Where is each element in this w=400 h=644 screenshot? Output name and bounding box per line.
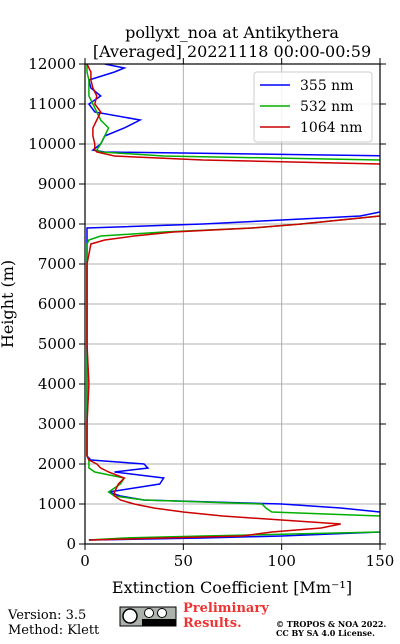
y-tick-label: 3000 xyxy=(38,415,76,433)
y-tick-label: 11000 xyxy=(28,95,76,113)
x-tick-label: 100 xyxy=(267,552,296,570)
license: CC BY SA 4.0 License. xyxy=(276,628,375,638)
version: Version: 3.5 xyxy=(7,608,86,623)
x-tick-label: 50 xyxy=(174,552,193,570)
profile-line xyxy=(86,64,380,541)
y-tick-label: 6000 xyxy=(38,295,76,313)
chart-subtitle: [Averaged] 20221118 00:00-00:59 xyxy=(93,42,371,61)
y-tick-label: 0 xyxy=(66,535,76,553)
x-axis-label: Extinction Coefficient [Mm⁻¹] xyxy=(112,578,352,597)
copyright: © TROPOS & NOA 2022. xyxy=(276,619,386,629)
notice-box: Preliminary Results. xyxy=(183,601,269,631)
x-tick-label: 150 xyxy=(366,552,395,570)
y-tick-label: 8000 xyxy=(38,215,76,233)
y-axis-label: Height (m) xyxy=(0,260,17,348)
y-tick-label: 5000 xyxy=(38,335,76,353)
y-tick-label: 9000 xyxy=(38,175,76,193)
legend-label: 532 nm xyxy=(300,99,353,115)
y-tick-label: 12000 xyxy=(28,55,76,73)
legend-label: 355 nm xyxy=(300,78,353,94)
cc-badge xyxy=(119,606,177,627)
notice: Preliminary Results. xyxy=(183,601,269,631)
y-tick-label: 4000 xyxy=(38,375,76,393)
y-tick-label: 2000 xyxy=(38,455,76,473)
y-tick-label: 1000 xyxy=(38,495,76,513)
y-tick-label: 10000 xyxy=(28,135,76,153)
profile-line xyxy=(86,64,380,541)
legend-label: 1064 nm xyxy=(300,120,362,136)
chart-title: pollyxt_noa at Antikythera xyxy=(125,23,339,42)
y-tick-label: 7000 xyxy=(38,255,76,273)
x-tick-label: 0 xyxy=(80,552,90,570)
method: Method: Klett xyxy=(8,623,100,638)
legend-box xyxy=(253,71,373,143)
